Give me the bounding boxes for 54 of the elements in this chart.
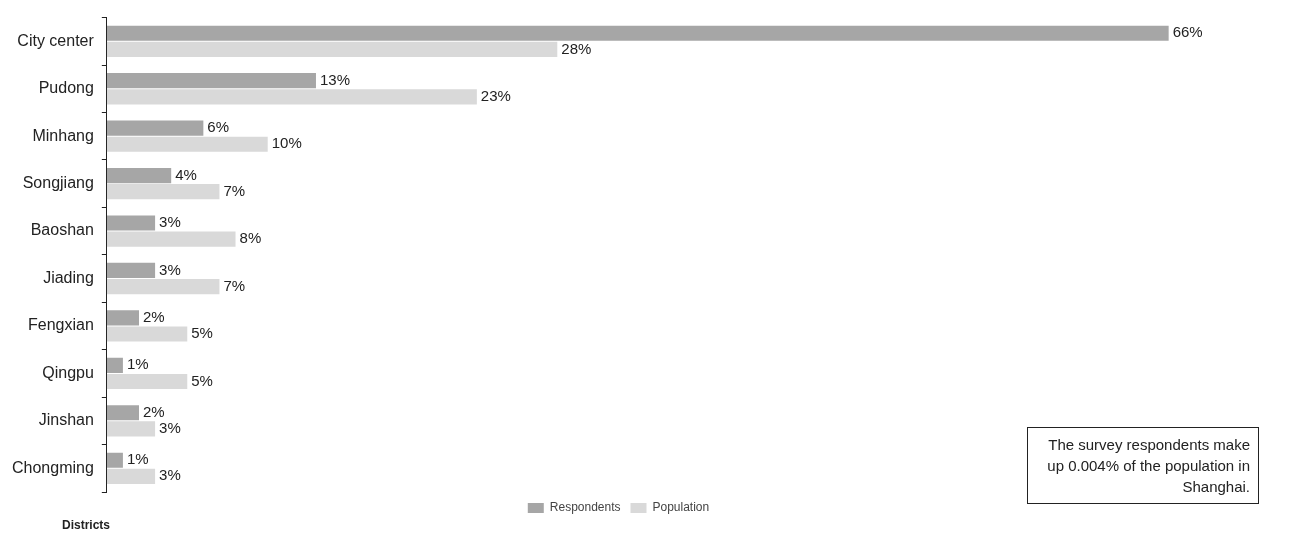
y-axis-title: Districts xyxy=(62,518,111,532)
annotation: The survey respondents make up 0.004% of the population in Shanghai. xyxy=(1027,427,1259,504)
data-label: 10% xyxy=(271,134,302,152)
bar xyxy=(106,25,1169,41)
data-label: 1% xyxy=(126,355,149,373)
bar xyxy=(106,452,123,468)
bar xyxy=(106,468,156,484)
y-tick-label: Jiading xyxy=(43,268,94,286)
bar xyxy=(106,73,316,89)
bar xyxy=(106,326,188,342)
bar xyxy=(106,120,204,136)
bar xyxy=(106,421,156,437)
bar xyxy=(106,136,268,152)
data-label: 2% xyxy=(143,308,165,326)
data-label: 66% xyxy=(1172,23,1203,41)
bar xyxy=(106,373,188,390)
y-tick-label: Songjiang xyxy=(22,174,94,192)
data-label: 2% xyxy=(143,402,165,420)
y-tick-label: Jinshan xyxy=(38,411,94,429)
data-label: 13% xyxy=(319,70,351,88)
bar xyxy=(106,279,220,295)
y-tick-label: Chongming xyxy=(12,458,94,476)
legend-label: Respondents xyxy=(549,500,621,515)
data-label: 3% xyxy=(159,213,181,231)
data-label: 6% xyxy=(207,118,230,136)
data-label: 3% xyxy=(159,419,181,437)
bar xyxy=(106,262,156,279)
data-label: 5% xyxy=(191,324,213,342)
y-tick-label: Baoshan xyxy=(30,221,94,239)
data-label: 7% xyxy=(223,276,246,294)
bar xyxy=(106,167,172,184)
data-label: 3% xyxy=(159,260,181,278)
legend-label: Population xyxy=(652,500,710,515)
data-label: 5% xyxy=(191,371,213,389)
y-tick-label: City center xyxy=(17,31,95,49)
bar xyxy=(106,41,558,57)
y-tick-label: Fengxian xyxy=(28,316,94,334)
data-label: 7% xyxy=(223,181,246,199)
bar xyxy=(106,405,139,421)
bar xyxy=(106,215,156,231)
bar xyxy=(106,231,236,247)
bar xyxy=(106,89,477,105)
data-label: 3% xyxy=(159,466,181,484)
data-label: 1% xyxy=(126,450,149,468)
data-label: 28% xyxy=(561,39,592,57)
bar xyxy=(106,357,123,373)
y-tick-label: Pudong xyxy=(38,79,94,97)
data-label: 23% xyxy=(480,86,511,104)
data-label: 8% xyxy=(239,229,262,247)
bar xyxy=(106,310,139,326)
y-tick-label: Qingpu xyxy=(42,363,94,381)
bar xyxy=(106,184,220,200)
y-tick-label: Minhang xyxy=(32,126,94,144)
data-label: 4% xyxy=(175,165,197,183)
